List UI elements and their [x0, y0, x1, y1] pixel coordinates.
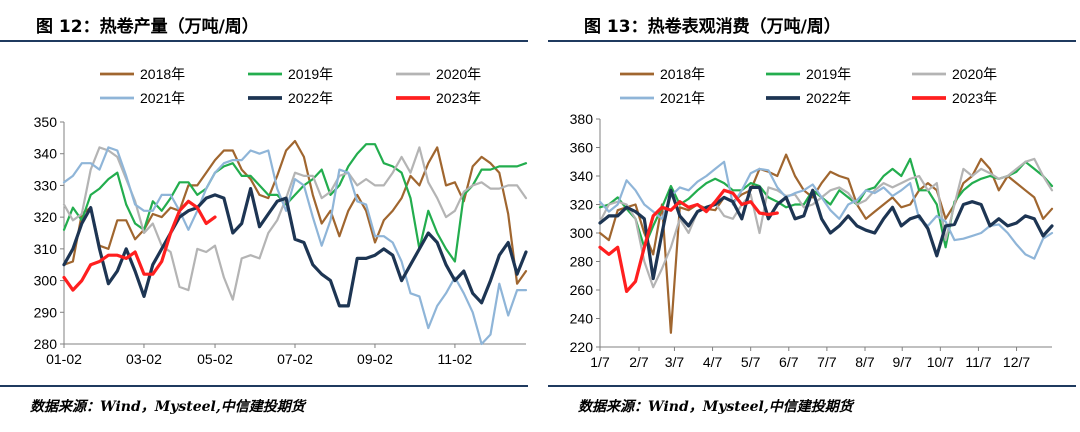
legend-label: 2018年: [660, 66, 705, 82]
x-tick-label: 11-02: [438, 351, 473, 367]
data-source-note: 数据来源：Wind，Mysteel,中信建投期货: [578, 399, 853, 415]
legend-label: 2021年: [140, 90, 185, 106]
legend-label: 2023年: [952, 90, 997, 106]
series-line-2018年: [598, 153, 1054, 334]
x-tick-label: 1/7: [590, 354, 610, 370]
footer-divider: [548, 385, 1076, 387]
x-tick-label: 2/7: [629, 354, 649, 370]
series-line-2021年: [598, 160, 1054, 260]
legend-label: 2022年: [288, 90, 333, 106]
legend-label: 2023年: [436, 90, 481, 106]
legend-label: 2018年: [140, 66, 185, 82]
series-line-2021年: [62, 146, 528, 346]
footer-divider: [0, 385, 528, 387]
series-line-2018年: [62, 139, 528, 285]
x-tick-label: 5/7: [741, 354, 761, 370]
series-line-2019年: [62, 143, 528, 263]
y-tick-label: 360: [570, 140, 594, 156]
y-tick-label: 320: [570, 197, 594, 213]
x-tick-label: 7/7: [817, 354, 837, 370]
y-tick-label: 310: [34, 241, 58, 257]
consumption-line-chart: 220 240 260 280 300 320 340 360 380 1/7 2/7 3/7 4/7 5…: [570, 66, 1054, 370]
legend-label: 2020年: [436, 66, 481, 82]
production-line-chart: 280 290 300 310 320 330 340 350 01-02 03-02 05-02 0…: [34, 66, 528, 367]
x-tick-label: 03-02: [126, 351, 162, 367]
series-line-2019年: [598, 157, 1054, 249]
y-tick-label: 300: [34, 273, 58, 289]
y-tick-label: 220: [570, 339, 594, 355]
chart-title: 图 12：热卷产量（万吨/周）: [36, 17, 259, 37]
legend-label: 2019年: [288, 66, 333, 82]
x-tick-label: 07-02: [277, 351, 313, 367]
series-line-2020年: [62, 146, 528, 301]
x-tick-label: 09-02: [357, 351, 393, 367]
y-tick-label: 240: [570, 311, 594, 327]
y-tick-label: 380: [570, 111, 594, 127]
chart-title: 图 13：热卷表观消费（万吨/周）: [584, 17, 841, 37]
y-tick-label: 340: [570, 168, 594, 184]
x-tick-label: 05-02: [197, 351, 233, 367]
x-tick-label: 8/7: [855, 354, 875, 370]
legend-label: 2020年: [952, 66, 997, 82]
title-divider: [0, 40, 528, 42]
y-tick-label: 260: [570, 282, 594, 298]
left-chart-panel: 图 12：热卷产量（万吨/周） 280 290 300 310 320 330 340 350…: [0, 0, 532, 432]
series-line-2023年: [598, 188, 779, 293]
y-tick-label: 280: [34, 336, 58, 352]
legend-label: 2019年: [806, 66, 851, 82]
y-tick-label: 280: [570, 254, 594, 270]
legend-label: 2022年: [806, 90, 851, 106]
y-tick-label: 350: [34, 114, 58, 130]
y-tick-label: 340: [34, 146, 58, 162]
x-tick-label: 4/7: [703, 354, 723, 370]
title-divider: [548, 40, 1076, 42]
legend-label: 2021年: [660, 90, 705, 106]
x-tick-label: 01-02: [46, 351, 82, 367]
right-chart-panel: 图 13：热卷表观消费（万吨/周） 220 240 260 280 300 320 340 3…: [548, 0, 1080, 432]
x-tick-label: 3/7: [665, 354, 685, 370]
x-tick-label: 9/7: [892, 354, 912, 370]
x-tick-label: 10/7: [927, 354, 954, 370]
y-tick-label: 290: [34, 304, 58, 320]
data-source-note: 数据来源：Wind，Mysteel,中信建投期货: [30, 399, 305, 415]
series-line-2020年: [598, 157, 1054, 289]
y-tick-label: 300: [570, 225, 594, 241]
x-tick-label: 6/7: [779, 354, 799, 370]
y-tick-label: 330: [34, 177, 58, 193]
x-tick-label: 11/7: [965, 354, 991, 370]
x-tick-label: 12/7: [1003, 354, 1030, 370]
series-line-2022年: [62, 187, 528, 308]
y-tick-label: 320: [34, 209, 58, 225]
series-line-2023年: [62, 199, 217, 292]
series-line-2022年: [598, 185, 1054, 281]
